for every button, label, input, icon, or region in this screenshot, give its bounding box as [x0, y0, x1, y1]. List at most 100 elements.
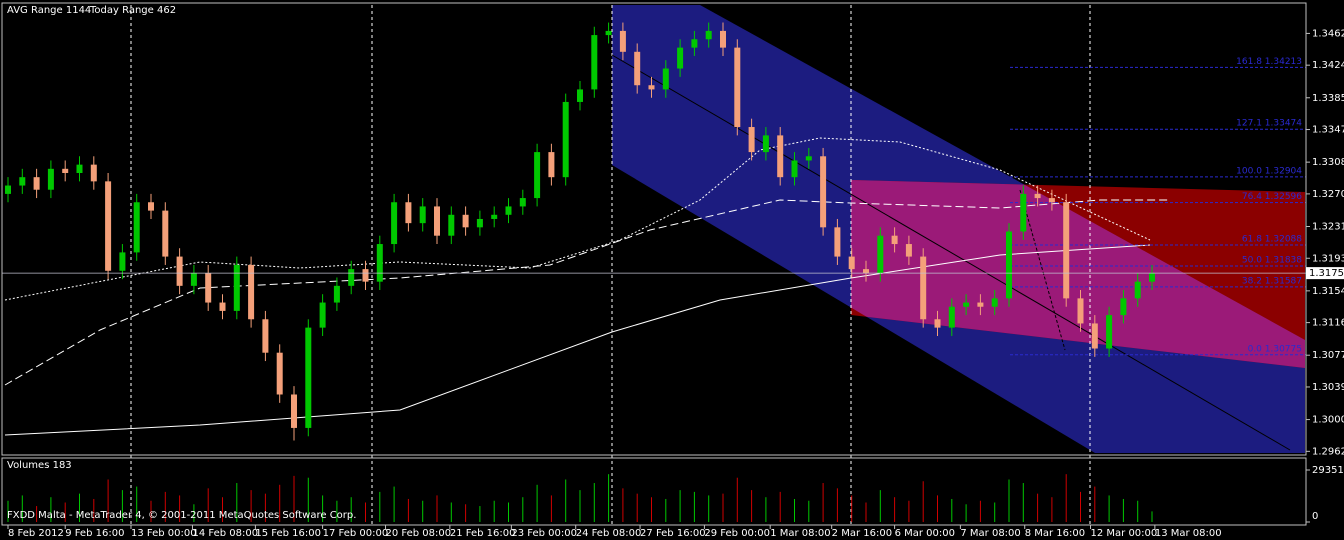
candle-body [62, 168, 69, 173]
candle-body [1106, 315, 1113, 349]
y-tick-label: 1.32310 [1312, 221, 1344, 232]
candle-body [405, 202, 412, 224]
candle-body [963, 302, 970, 307]
fibonacci: 161.8 1.34213 127.1 1.33474 100.0 1.32904 7… [1010, 57, 1306, 356]
fib-label: 127.1 1.33474 [1236, 119, 1302, 129]
candle-body [877, 235, 884, 274]
candle-body [19, 177, 26, 186]
volume-frame [1, 457, 1307, 526]
candle-body [90, 164, 97, 182]
candle-body [148, 202, 154, 211]
y-tick-label: 1.31540 [1312, 286, 1344, 297]
candle-body [577, 89, 583, 102]
candle-body [419, 206, 426, 224]
candle-body [162, 210, 169, 257]
fib-label: 0.0 1.30775 [1248, 344, 1302, 354]
x-tick-label: 20 Feb 08:00 [386, 528, 452, 539]
candle-body [934, 319, 941, 328]
candle-body [333, 285, 340, 303]
last-price-box [1306, 267, 1344, 280]
candle-body [863, 269, 869, 274]
candle-body [1034, 193, 1041, 199]
y-tick-label: 1.32700 [1312, 189, 1344, 200]
candle-body [905, 244, 912, 257]
candle-body [662, 68, 669, 90]
candle-body [1063, 202, 1070, 299]
moving-average-fast [4, 137, 1151, 301]
candle-body [119, 252, 126, 271]
candle-body [291, 394, 297, 428]
x-tick-label: 13 Mar 08:00 [1155, 528, 1222, 539]
y-tick-label: 1.33080 [1312, 157, 1344, 168]
candle-body [762, 135, 769, 153]
candle-body [720, 30, 726, 48]
x-tick-label: 24 Feb 08:00 [576, 528, 642, 539]
candle-body [648, 85, 655, 90]
x-tick-label: 6 Mar 00:00 [895, 528, 955, 539]
candle-body [305, 327, 312, 428]
fib-label: 38.2 1.31587 [1242, 276, 1302, 286]
candle-body [734, 47, 741, 128]
candle-body [1091, 323, 1098, 349]
volume-tick-label: 0 [1312, 511, 1318, 522]
candle-body [991, 298, 998, 307]
y-tick-label: 1.31930 [1312, 253, 1344, 264]
candle-body [1120, 298, 1127, 316]
candle-body [462, 214, 469, 228]
separators [130, 5, 1091, 525]
indicator: Today Range 462 [89, 5, 176, 16]
footer: FXDD Malta - MetaTrader 4, © 2001-2011 M… [7, 510, 356, 521]
y-tick-label: 1.31160 [1312, 318, 1344, 329]
candles [5, 22, 1155, 522]
candle-body [691, 39, 698, 48]
x-tick-label: 12 Mar 00:00 [1091, 528, 1158, 539]
candle-body [248, 264, 255, 320]
volume-tick-label: 29351 [1312, 465, 1344, 476]
candle-body [948, 306, 955, 328]
candle-body [791, 160, 798, 178]
candle-body [891, 235, 898, 245]
fib-label: 161.8 1.34213 [1236, 57, 1302, 67]
candle-body [105, 181, 112, 271]
moving-average-mid [4, 199, 1170, 386]
x-tick-label: 13 Feb 00:00 [131, 528, 197, 539]
x-tick-label: 15 Feb 16:00 [255, 528, 321, 539]
x-tick-label: 14 Feb 08:00 [192, 528, 258, 539]
candle-body [519, 198, 526, 207]
y-tick-label: 1.34620 [1312, 28, 1344, 39]
y-tick-label: 1.29620 [1312, 446, 1344, 457]
y-tick-label: 1.30390 [1312, 382, 1344, 393]
candle-body [705, 30, 712, 40]
candle-body [848, 256, 855, 270]
candle-body [591, 35, 598, 90]
candle-body [262, 319, 269, 353]
candle-body [47, 168, 54, 190]
x-tick-label: 27 Feb 16:00 [640, 528, 706, 539]
candle-body [219, 302, 226, 311]
x-tick-label: 7 Mar 08:00 [960, 528, 1020, 539]
candle-body [319, 302, 326, 328]
candle-body [548, 152, 555, 178]
fib-label: 50.0 1.31838 [1242, 255, 1302, 265]
indicator: AVG Range 1144 [7, 5, 91, 16]
x-tick-label: 9 Feb 16:00 [65, 528, 124, 539]
candle-body [376, 244, 383, 282]
candle-body [1077, 298, 1084, 324]
candle-body [619, 30, 626, 52]
fib-label: 100.0 1.32904 [1236, 166, 1302, 176]
candle-body [190, 273, 197, 286]
candle-body [5, 185, 11, 194]
y-tick-label: 1.34240 [1312, 60, 1344, 71]
candle-body [1020, 193, 1027, 232]
y-tick-label: 1.33850 [1312, 93, 1344, 104]
candle-body [33, 177, 40, 190]
candle-body [777, 135, 784, 178]
main-frame [1, 2, 1307, 456]
fib-label: 76.4 1.32596 [1242, 192, 1302, 202]
candle-body [805, 156, 812, 161]
candle-body [176, 256, 183, 286]
x-tick-label: 2 Mar 16:00 [832, 528, 892, 539]
x-tick-label: 21 Feb 16:00 [450, 528, 516, 539]
